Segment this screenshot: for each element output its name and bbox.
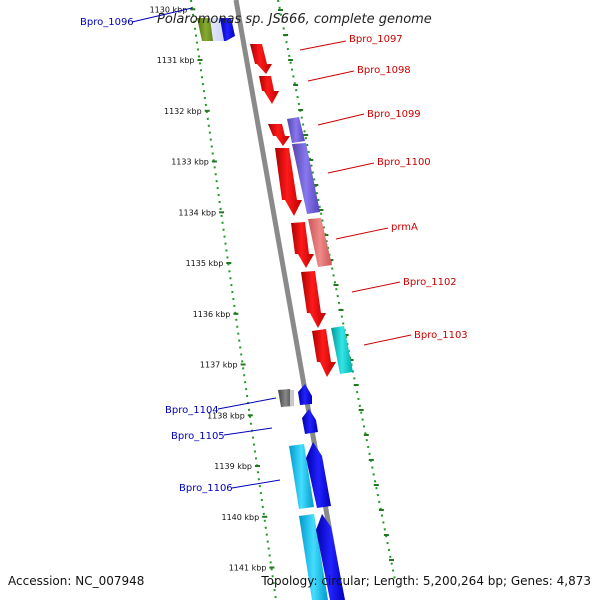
gene-label-bpro-1099[interactable]: Bpro_1099 xyxy=(367,109,421,120)
leader-bpro-1106 xyxy=(231,479,281,489)
leader-bpro-1104 xyxy=(217,397,277,410)
gene-arrow-prma xyxy=(291,222,314,268)
gene-label-bpro-1096[interactable]: Bpro_1096 xyxy=(80,17,134,28)
leader-bpro-1103 xyxy=(363,334,412,346)
leader-bpro-1098 xyxy=(307,70,355,82)
kbp-label: 1141 kbp xyxy=(229,564,267,573)
gene-label-bpro-1103[interactable]: Bpro_1103 xyxy=(414,330,468,341)
kbp-label: 1139 kbp xyxy=(214,462,252,471)
topology-text: Topology: circular; Length: 5,200,264 bp… xyxy=(261,574,591,588)
gene-label-bpro-1104[interactable]: Bpro_1104 xyxy=(165,405,219,416)
accession-text: Accession: NC_007948 xyxy=(8,574,145,588)
gene-label-bpro-1097[interactable]: Bpro_1097 xyxy=(349,34,403,45)
gene-arrow-bpro-1097 xyxy=(250,44,272,74)
gene-arrow-bpro-1100-purple-b xyxy=(292,143,320,214)
gene-label-bpro-1098[interactable]: Bpro_1098 xyxy=(357,65,411,76)
kbp-labels: 1130 kbp 1131 kbp 1132 kbp 1133 kbp 1134 kbp… xyxy=(150,5,267,572)
gene-arrow-bpro-1104-light xyxy=(290,390,294,406)
gene-arrow-prma-salmon xyxy=(308,218,332,267)
kbp-label: 1137 kbp xyxy=(200,361,238,370)
kbp-label: 1132 kbp xyxy=(164,107,202,116)
leader-prma xyxy=(335,227,389,240)
leader-bpro-1099 xyxy=(317,113,365,126)
gene-arrow-bpro-1106 xyxy=(306,442,331,508)
kbp-label: 1130 kbp xyxy=(150,5,188,14)
gene-arrow-bpro-1100-red xyxy=(275,148,302,216)
gene-bpro-1096-shapes xyxy=(197,18,235,41)
leader-bpro-1096 xyxy=(131,7,193,23)
leader-bpro-1102 xyxy=(351,281,401,293)
genome-title: Polaromonas sp. JS666, complete genome xyxy=(157,12,432,27)
leader-bpro-1105 xyxy=(223,427,273,436)
gene-arrow-blue xyxy=(220,18,235,41)
kbp-label: 1135 kbp xyxy=(186,259,224,268)
gene-label-bpro-1105[interactable]: Bpro_1105 xyxy=(171,431,225,442)
gene-labels: Bpro_1096 Bpro_1097 Bpro_1098 Bpro_1099 … xyxy=(80,7,468,494)
genome-backbone xyxy=(233,0,345,600)
outer-ring-line xyxy=(277,0,396,581)
gene-label-bpro-1100[interactable]: Bpro_1100 xyxy=(377,157,431,168)
kbp-label: 1136 kbp xyxy=(193,310,231,319)
leader-bpro-1097 xyxy=(299,40,347,51)
gene-label-bpro-1106[interactable]: Bpro_1106 xyxy=(179,483,233,494)
kbp-label: 1140 kbp xyxy=(221,513,259,522)
gene-arrow-lb-bottom xyxy=(299,514,328,600)
gene-arrow-bpro-1103 xyxy=(312,329,336,377)
gene-label-bpro-1102[interactable]: Bpro_1102 xyxy=(403,277,457,288)
leader-bpro-1100 xyxy=(327,162,375,174)
gene-arrow-bpro-1099 xyxy=(268,124,290,146)
gene-arrow-olive xyxy=(197,18,215,41)
gene-arrow-bpro-1102 xyxy=(301,271,326,328)
gene-arrow-blue-bottom xyxy=(316,514,345,600)
gene-arrow-bpro-1105 xyxy=(302,409,318,434)
gene-arrow-bpro-1106-lb xyxy=(289,444,314,509)
kbp-label: 1131 kbp xyxy=(157,56,195,65)
kbp-label: 1133 kbp xyxy=(171,158,209,167)
gene-arrow-bpro-1103-cyan xyxy=(331,326,353,374)
gene-arrow-bpro-1104-gray xyxy=(278,389,293,407)
kbp-label: 1134 kbp xyxy=(178,208,216,217)
kbp-label: 1138 kbp xyxy=(207,411,245,420)
gene-arrow-bpro-1104 xyxy=(298,384,312,405)
kbp-scale-line xyxy=(190,0,277,600)
gene-label-prma[interactable]: prmA xyxy=(391,222,418,233)
gene-arrow-bpro-1100-purple-a xyxy=(287,117,305,143)
gene-arrow-pale xyxy=(210,18,224,41)
gene-arrow-bpro-1098 xyxy=(259,76,279,104)
